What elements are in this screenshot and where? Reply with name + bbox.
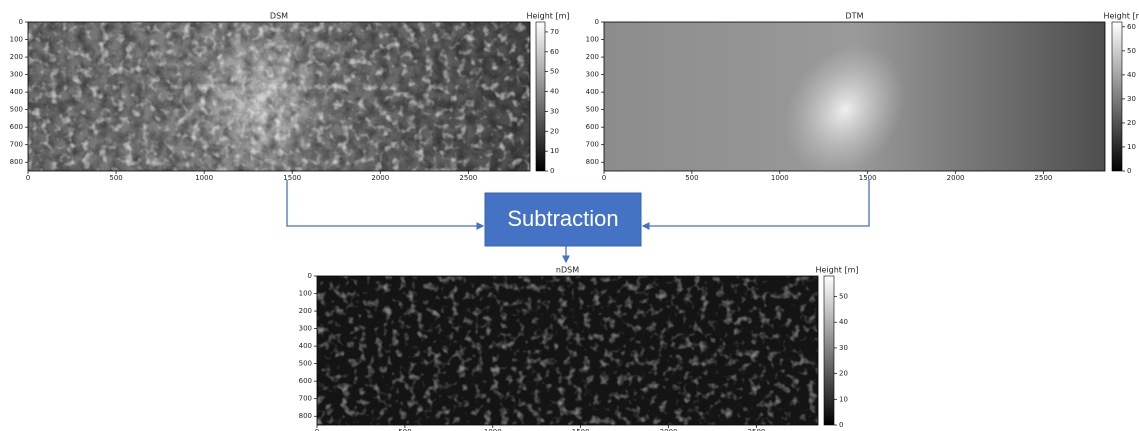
colorbar-tick-label: 50: [1127, 47, 1136, 55]
y-tick-label: 800: [299, 412, 312, 420]
operation-label: Subtraction: [507, 206, 618, 231]
y-tick-label: 700: [586, 141, 599, 149]
x-tick-label: 2500: [459, 174, 477, 182]
x-tick-label: 2500: [1035, 174, 1053, 182]
diagram: Subtraction DSM0500100015002000250001002…: [0, 0, 1139, 431]
y-tick-label: 100: [10, 36, 23, 44]
x-tick-label: 1000: [195, 174, 213, 182]
colorbar-tick-label: 10: [839, 395, 848, 403]
colorbar-label: Height [m]: [526, 12, 569, 21]
colorbar-tick-label: 50: [839, 293, 848, 301]
y-tick-label: 800: [10, 158, 23, 166]
y-tick-label: 200: [10, 53, 23, 61]
panel-title: DTM: [846, 12, 864, 21]
colorbar-tick-label: 40: [1127, 71, 1136, 79]
panel-title: nDSM: [556, 266, 579, 275]
y-tick-label: 500: [586, 106, 599, 114]
y-tick-label: 0: [19, 18, 23, 26]
colorbar: [536, 22, 545, 171]
colorbar-tick-label: 50: [550, 68, 559, 76]
colorbar-tick-label: 60: [1127, 23, 1136, 31]
y-tick-label: 300: [10, 71, 23, 79]
colorbar: [824, 276, 834, 425]
y-tick-label: 700: [10, 141, 23, 149]
panel-title: DSM: [270, 12, 288, 21]
colorbar-tick-label: 30: [839, 344, 848, 352]
colorbar: [1112, 22, 1122, 171]
y-tick-label: 600: [586, 123, 599, 131]
colorbar-tick-label: 30: [1127, 95, 1136, 103]
y-tick-label: 100: [586, 36, 599, 44]
x-tick-label: 1000: [771, 174, 789, 182]
x-tick-label: 500: [109, 174, 122, 182]
y-tick-label: 400: [586, 88, 599, 96]
colorbar-tick-label: 40: [839, 318, 848, 326]
colorbar-label: Height [m]: [815, 266, 858, 275]
y-tick-label: 300: [586, 71, 599, 79]
y-tick-label: 500: [299, 360, 312, 368]
colorbar-tick-label: 0: [1127, 167, 1131, 175]
y-tick-label: 800: [586, 158, 599, 166]
colorbar-tick-label: 10: [550, 147, 559, 155]
y-tick-label: 600: [10, 123, 23, 131]
y-tick-label: 0: [595, 18, 599, 26]
y-tick-label: 700: [299, 395, 312, 403]
dsm-image: [28, 22, 530, 175]
y-tick-label: 200: [299, 307, 312, 315]
arrow: [287, 180, 483, 226]
x-tick-label: 500: [685, 174, 698, 182]
y-tick-label: 600: [299, 377, 312, 385]
colorbar-tick-label: 20: [550, 127, 559, 135]
x-tick-label: 2000: [371, 174, 389, 182]
y-tick-label: 100: [299, 290, 312, 298]
arrow: [643, 180, 869, 226]
x-tick-label: 1500: [283, 174, 301, 182]
colorbar-tick-label: 60: [550, 48, 559, 56]
y-tick-label: 0: [308, 272, 312, 280]
x-tick-label: 0: [602, 174, 606, 182]
x-tick-label: 0: [26, 174, 30, 182]
colorbar-tick-label: 0: [839, 421, 843, 429]
colorbar-tick-label: 10: [1127, 143, 1136, 151]
colorbar-tick-label: 20: [1127, 119, 1136, 127]
y-tick-label: 500: [10, 106, 23, 114]
y-tick-label: 400: [299, 342, 312, 350]
x-tick-label: 2000: [947, 174, 965, 182]
colorbar-tick-label: 20: [839, 370, 848, 378]
y-tick-label: 300: [299, 325, 312, 333]
x-tick-label: 1500: [859, 174, 877, 182]
colorbar-tick-label: 70: [550, 28, 559, 36]
y-tick-label: 400: [10, 88, 23, 96]
dtm-image: [604, 21, 1105, 199]
colorbar-tick-label: 0: [550, 167, 554, 175]
y-tick-label: 200: [586, 53, 599, 61]
colorbar-label: Height [m]: [1103, 12, 1139, 21]
ndsm-image: [317, 276, 818, 425]
colorbar-tick-label: 30: [550, 107, 559, 115]
colorbar-tick-label: 40: [550, 88, 559, 96]
